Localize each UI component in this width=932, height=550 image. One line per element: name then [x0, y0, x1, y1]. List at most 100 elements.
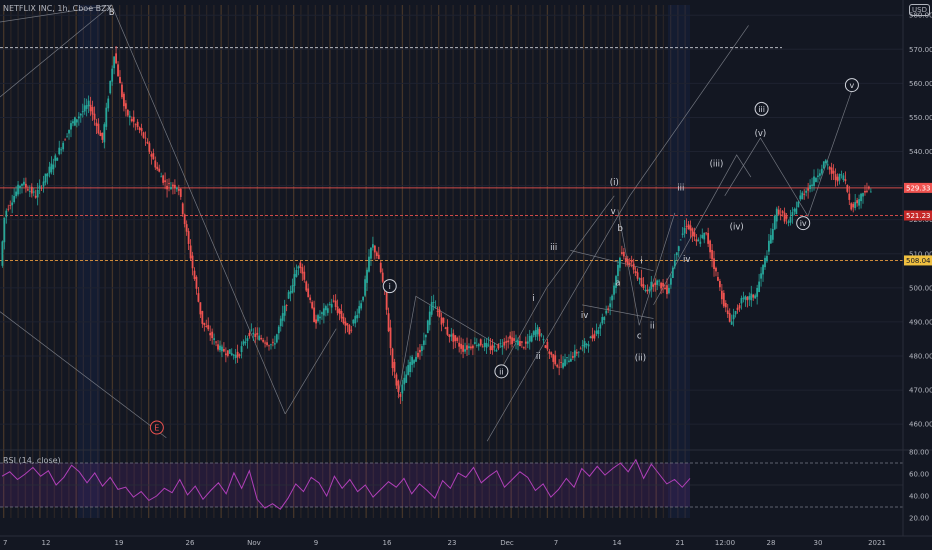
candle-body: [221, 346, 223, 352]
wave-line: [582, 304, 654, 319]
candle-body: [313, 307, 315, 322]
candle-body: [50, 163, 53, 173]
currency-badge[interactable]: USD: [909, 4, 930, 16]
candle-body: [603, 317, 606, 321]
price-tick-label: 480.00: [909, 352, 932, 360]
candle-body: [471, 345, 474, 349]
session-band: [148, 5, 150, 518]
candle-body: [123, 93, 125, 107]
candle-body: [28, 190, 31, 192]
candle-body: [818, 173, 821, 176]
price-levels: [0, 47, 903, 261]
candle-body: [215, 341, 217, 343]
candle-body: [456, 337, 459, 341]
candle-body: [473, 342, 476, 344]
candle-body: [552, 354, 555, 362]
session-band: [474, 5, 476, 518]
wave-label: (iv): [730, 223, 744, 233]
candle-body: [826, 164, 829, 166]
candle-body: [691, 228, 694, 237]
price-tick-label: 460.00: [909, 421, 932, 429]
candle-body: [807, 188, 810, 191]
candle-body: [466, 345, 468, 350]
candle-body: [505, 341, 508, 343]
wave-line: [397, 295, 500, 397]
candle-body: [534, 329, 537, 337]
wave-lines: [0, 4, 853, 442]
grid-lines: [0, 14, 903, 425]
candle-body: [326, 308, 329, 313]
session-band: [198, 5, 201, 518]
wave-label: ii: [536, 352, 541, 362]
price-axis[interactable]: 460.00470.00480.00490.00500.00510.00520.…: [902, 0, 932, 536]
candle-body: [348, 325, 351, 335]
candle-body: [258, 335, 261, 340]
wave-label-circle: [494, 364, 509, 379]
session-band: [438, 5, 440, 518]
session-band: [235, 5, 237, 518]
session-band: [53, 5, 56, 518]
candle-body: [646, 289, 649, 292]
candle-body: [544, 345, 547, 348]
candle-body: [364, 279, 366, 296]
candle-body: [560, 362, 563, 363]
candle-body: [170, 187, 172, 190]
session-band: [162, 5, 164, 518]
candle-body: [244, 341, 247, 343]
candle-body: [813, 176, 815, 186]
candle-body: [115, 53, 117, 64]
candle-body: [381, 272, 384, 282]
candle-body: [113, 56, 116, 69]
candle-body: [436, 310, 439, 312]
candle-body: [619, 257, 621, 268]
candle-body: [866, 190, 868, 192]
price-tick-label: 500.00: [909, 284, 932, 292]
session-band: [278, 5, 280, 518]
candle-body: [507, 340, 510, 343]
candle-body: [777, 209, 780, 215]
candle-body: [324, 306, 327, 311]
wave-label: E: [154, 424, 159, 433]
session-band: [423, 5, 425, 518]
time-axis[interactable]: 7 12 19 26 Nov 9 16 23 Dec 7 14 21 12:00 28 30 2021: [0, 535, 932, 547]
time-tick-label: 30: [814, 539, 823, 547]
candle-body: [105, 107, 108, 127]
candle-body: [250, 329, 253, 331]
session-band: [416, 5, 418, 518]
candle-body: [579, 348, 582, 350]
candle-body: [758, 281, 761, 293]
candle-body: [11, 202, 14, 206]
session-band: [46, 5, 48, 518]
candle-body: [722, 292, 725, 307]
time-tick-label: 21: [676, 539, 685, 547]
wave-line: [724, 90, 853, 218]
candle-body: [862, 193, 864, 197]
candle-body: [444, 327, 447, 329]
wave-label: (i): [610, 178, 619, 188]
candle-body: [599, 324, 602, 329]
session-band: [648, 5, 650, 518]
session-band: [590, 5, 592, 518]
candle-body: [279, 318, 282, 327]
candle-body: [795, 208, 798, 215]
candle-body: [89, 104, 92, 112]
candle-body: [7, 208, 10, 210]
candle-body: [297, 266, 300, 269]
candle-body: [356, 314, 359, 319]
candle-body: [213, 338, 216, 340]
candle-body: [9, 205, 12, 206]
session-band: [343, 5, 346, 518]
candle-body: [136, 121, 139, 128]
candle-body: [179, 188, 182, 197]
candle-body: [715, 267, 717, 272]
session-band: [3, 5, 5, 518]
candle-body: [134, 124, 137, 126]
candle-body: [701, 234, 704, 238]
candle-body: [454, 335, 457, 342]
candle-body: [138, 127, 141, 131]
candle-body: [787, 221, 790, 223]
session-band: [249, 5, 251, 518]
candle-body: [330, 304, 333, 308]
candle-body: [315, 319, 317, 324]
